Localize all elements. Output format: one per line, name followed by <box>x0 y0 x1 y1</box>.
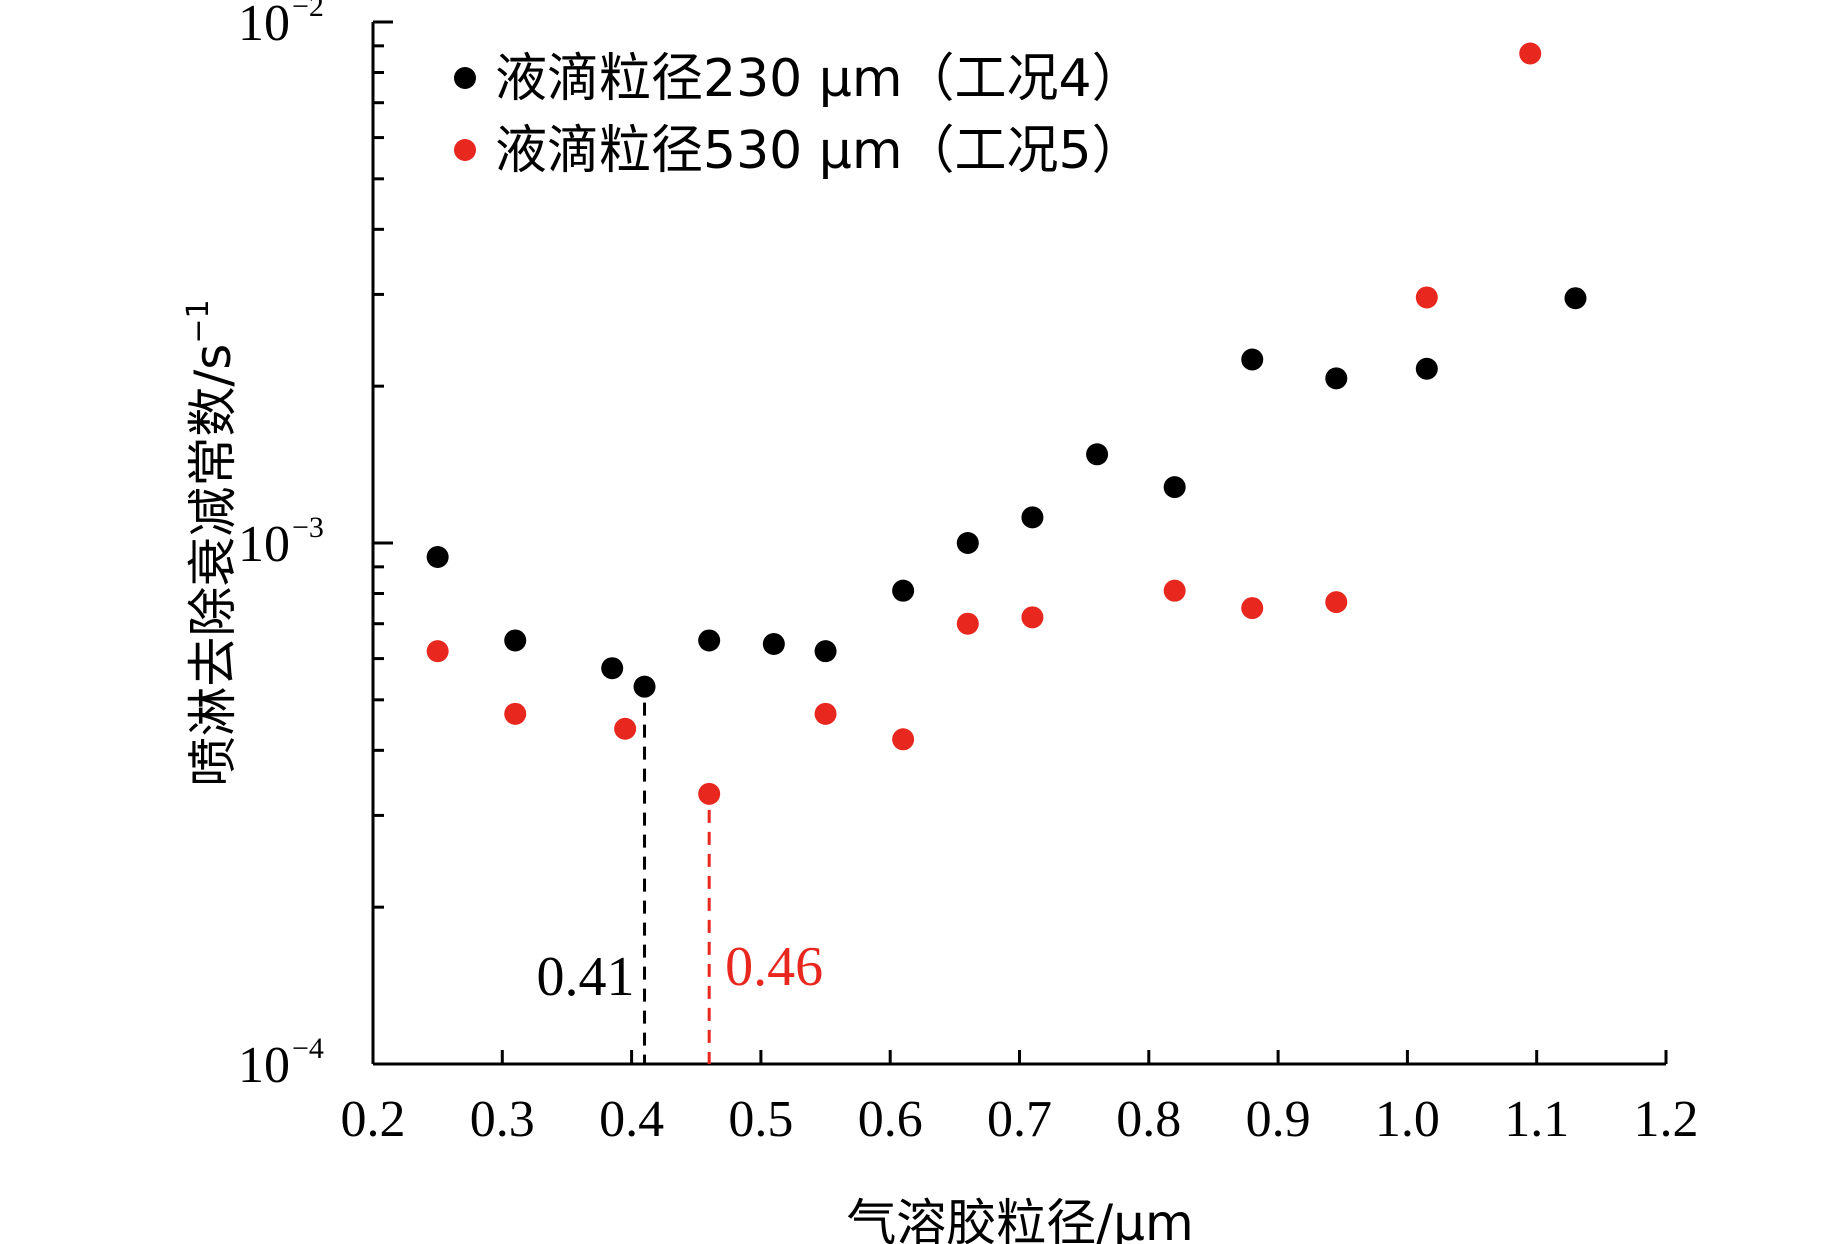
annotation-label: 0.41 <box>537 946 635 1008</box>
data-point-series-1 <box>1564 287 1587 310</box>
data-point-series-1 <box>1086 443 1109 466</box>
x-tick-label: 0.6 <box>858 1091 923 1148</box>
annotation-label: 0.46 <box>725 936 823 998</box>
x-tick-label: 0.3 <box>470 1091 535 1148</box>
data-point-series-1 <box>762 632 785 655</box>
x-tick-label: 1.1 <box>1504 1091 1569 1148</box>
data-point-series-2 <box>614 717 637 740</box>
axis-ticks: 0.2 0.3 0.4 0.5 0.6 0.7 0.8 0.9 1.0 1.1 1.210 −410−… <box>238 0 1699 1148</box>
data-points <box>426 42 1587 805</box>
data-point-series-2 <box>814 702 837 725</box>
y-tick-label: 10 <box>238 516 290 573</box>
data-point-series-1 <box>1163 476 1186 499</box>
data-point-series-2 <box>1241 597 1264 620</box>
x-axis-title: 气溶胶粒径/μm <box>846 1194 1193 1244</box>
legend: 液滴粒径230 μm（工况4） 液滴粒径530 μm（工况5） <box>454 49 1144 181</box>
legend-label-series-2: 液滴粒径530 μm（工况5） <box>495 121 1144 181</box>
data-point-series-2 <box>1021 606 1044 629</box>
data-point-series-2 <box>1415 286 1438 309</box>
data-point-series-1 <box>1415 357 1438 380</box>
x-tick-label: 0.7 <box>987 1091 1052 1148</box>
x-tick-label: 0.4 <box>599 1091 664 1148</box>
data-point-series-1 <box>1241 348 1264 371</box>
data-point-series-2 <box>1325 591 1348 614</box>
data-point-series-2 <box>426 640 449 663</box>
y-axis-title-main: 喷淋去除衰减常数/s <box>184 344 242 787</box>
y-tick-exponent: −3 <box>292 511 324 544</box>
data-point-series-1 <box>1325 367 1348 390</box>
y-tick-exponent: −4 <box>292 1032 324 1065</box>
data-point-series-1 <box>698 629 721 652</box>
legend-label-series-1: 液滴粒径230 μm（工况4） <box>495 49 1144 109</box>
data-point-series-1 <box>633 675 656 698</box>
data-point-series-2 <box>1519 42 1542 65</box>
data-point-series-2 <box>698 782 721 805</box>
data-point-series-1 <box>601 657 624 680</box>
data-point-series-1 <box>814 640 837 663</box>
data-point-series-2 <box>504 702 527 725</box>
data-point-series-1 <box>426 546 449 569</box>
y-tick-label: 10 <box>238 0 290 52</box>
legend-marker-series-2 <box>454 139 476 161</box>
y-tick-label: 10 <box>238 1037 290 1094</box>
data-point-series-2 <box>1163 579 1186 602</box>
data-point-series-2 <box>892 728 915 751</box>
data-point-series-1 <box>892 579 915 602</box>
y-axis-title-sup: −1 <box>181 299 216 343</box>
x-tick-label: 0.9 <box>1246 1091 1311 1148</box>
x-tick-label: 1.0 <box>1375 1091 1440 1148</box>
y-axis-title: 喷淋去除衰减常数/s−1 <box>181 299 242 786</box>
y-tick-exponent: −2 <box>292 0 324 23</box>
data-point-series-1 <box>956 532 979 554</box>
data-point-series-2 <box>956 612 979 635</box>
legend-marker-series-1 <box>454 67 476 89</box>
data-point-series-1 <box>504 629 527 652</box>
data-point-series-1 <box>1021 506 1044 529</box>
x-tick-label: 0.8 <box>1116 1091 1181 1148</box>
x-tick-label: 1.2 <box>1634 1091 1699 1148</box>
x-tick-label: 0.2 <box>341 1091 406 1148</box>
x-tick-label: 0.5 <box>728 1091 793 1148</box>
annotations: 0.41 0.46 <box>537 702 823 1064</box>
